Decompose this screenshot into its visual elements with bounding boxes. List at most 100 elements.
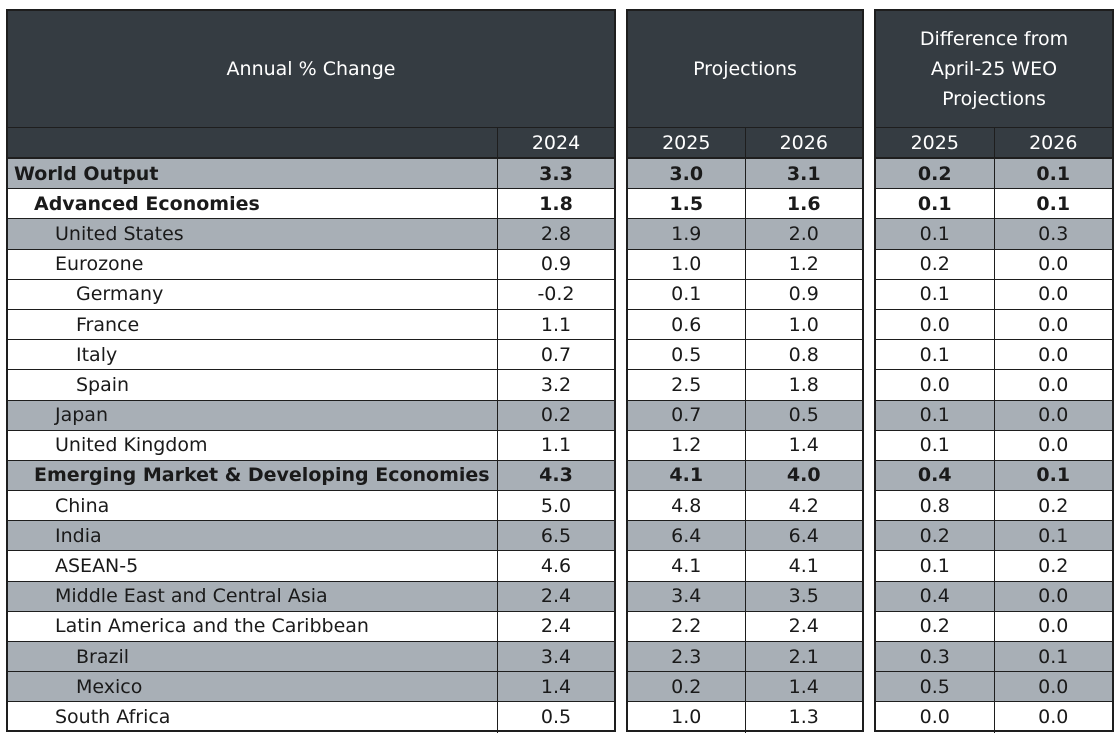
table-row: 4.1 4.0 [628,460,862,492]
value-2024: 0.2 [540,404,572,427]
difference-2026-value: 0.2 [993,491,1113,521]
difference-title-line-2: April-25 WEO [930,58,1058,80]
difference-2025-value: 0.1 [919,222,950,245]
projections-title-line: Projections [693,58,797,80]
value-2024: 3.2 [540,373,572,396]
value-2024: 3.4 [540,645,572,668]
projection-2025-value: 1.9 [671,222,702,245]
projection-2025-value: 0.6 [671,313,702,336]
table-row: France 1.1 [8,309,614,341]
table-row: 0.2 0.1 [876,521,1113,552]
projections-title: Projections [693,54,797,84]
table-row: 0.1 0.2 [876,551,1113,582]
difference-2025-value: 0.1 [917,192,952,215]
difference-2026-value: 0.0 [993,702,1113,733]
projection-2026-value: 4.1 [744,551,863,581]
row-label: Latin America and the Caribbean [8,611,498,641]
difference-2025-value: 0.5 [919,675,950,698]
table-row: Japan 0.2 [8,400,614,431]
projection-2026-value: 1.8 [744,370,863,400]
table-row: 0.4 0.0 [876,581,1113,612]
projection-2025-value: 2.5 [671,373,702,396]
projection-2025-value: 4.8 [671,494,702,517]
value-2024: 5.0 [540,494,572,517]
table-row: Germany -0.2 [8,279,614,310]
difference-2025-value: 0.0 [919,706,950,729]
difference-2025-value: 0.4 [919,585,950,608]
annual-year-header-row: 2024 [8,128,614,159]
difference-2026-value: 0.1 [993,642,1113,672]
projection-2026-value: 0.8 [744,340,863,370]
row-label: Mexico [8,672,498,702]
difference-2026-value: 0.0 [993,611,1113,641]
row-label: Spain [8,370,498,400]
difference-2025-value: 0.2 [919,615,950,638]
projection-2025-value: 0.7 [671,404,702,427]
annual-change-title: Annual % Change [227,54,396,84]
projection-2025-value: 0.5 [671,343,702,366]
value-2024: 4.6 [540,555,572,578]
difference-2026-value: 0.0 [993,279,1113,309]
table-row: Advanced Economies 1.8 [8,189,614,220]
projections-header: Projections [628,11,862,128]
difference-2026-value: 0.0 [993,430,1113,460]
table-row: United Kingdom 1.1 [8,430,614,461]
difference-2025-value: 0.2 [919,253,950,276]
table-row: 0.1 0.9 [628,279,862,310]
table-row: 0.2 0.0 [876,249,1113,280]
projection-2025-value: 4.1 [669,464,704,487]
table-row: 0.3 0.1 [876,642,1113,673]
value-2024: -0.2 [537,283,575,306]
projection-2026-value: 4.2 [744,491,863,521]
projection-2025-value: 6.4 [671,524,702,547]
projection-2025-value: 1.2 [671,434,702,457]
table-row: 0.1 0.0 [876,340,1112,371]
table-row: 0.1 0.0 [876,430,1113,461]
difference-2025-value: 0.0 [919,373,950,396]
table-row: Latin America and the Caribbean 2.4 [8,611,614,642]
difference-2026-value: 0.0 [993,309,1113,340]
annual-change-panel: Annual % Change 2024 World Output 3.3 Adva… [6,9,616,733]
difference-2025-value: 0.1 [919,343,950,366]
projection-2025-value: 2.3 [671,645,702,668]
projection-2026-value: 0.5 [744,400,863,430]
table-row: 6.4 6.4 [628,521,863,552]
projection-2026-value: 1.3 [744,702,863,733]
projection-2026-value: 6.4 [744,521,863,551]
difference-rows: 0.2 0.1 0.1 0.1 0.1 0.3 0.2 0.0 0.1 0.0 0.0 0.0 0.1 0… [876,159,1112,733]
table-row: China 5.0 [8,491,614,522]
value-2024: 3.3 [539,162,573,185]
difference-2026-value: 0.0 [993,249,1113,279]
difference-2025-value: 0.3 [919,645,950,668]
table-row: 1.2 1.4 [628,430,862,461]
difference-title: Difference from April-25 WEO Projections [920,24,1068,114]
value-2024: 2.4 [540,585,572,608]
value-2024: 0.9 [540,253,572,276]
difference-2026-value: 0.3 [993,219,1113,249]
table-row: 4.1 4.1 [628,551,863,582]
difference-2026-value: 0.1 [993,521,1113,551]
difference-2025-value: 0.1 [919,555,950,578]
projection-2026-header: 2026 [744,128,863,157]
difference-2026-value: 0.0 [993,581,1113,611]
table-row: 0.0 0.0 [876,702,1113,733]
table-row: 1.5 1.6 [628,189,862,220]
row-label: United Kingdom [8,430,498,460]
table-row: 0.5 0.0 [876,672,1112,703]
row-label: Advanced Economies [8,189,498,219]
table-row: 3.4 3.5 [628,581,862,612]
row-label: United States [8,219,498,249]
table-row: 0.2 1.4 [628,672,862,703]
projections-panel: Projections 2025 2026 3.0 3.1 1.5 1.6 1.9 2.0… [626,9,864,733]
value-2024: 1.8 [539,192,573,215]
projections-rows: 3.0 3.1 1.5 1.6 1.9 2.0 1.0 1.2 0.1 0.9 0.6 1.0 0.5 0… [628,159,862,733]
projection-2025-value: 1.0 [671,706,702,729]
difference-2026-header: 2026 [993,128,1113,157]
row-label: France [8,309,498,340]
difference-2025-header: 2025 [910,131,959,154]
difference-2025-value: 0.8 [919,494,950,517]
difference-2026-value: 0.0 [993,400,1113,430]
difference-2026-value: 0.2 [993,551,1113,581]
table-row: Eurozone 0.9 [8,249,614,280]
row-label: South Africa [8,702,498,733]
